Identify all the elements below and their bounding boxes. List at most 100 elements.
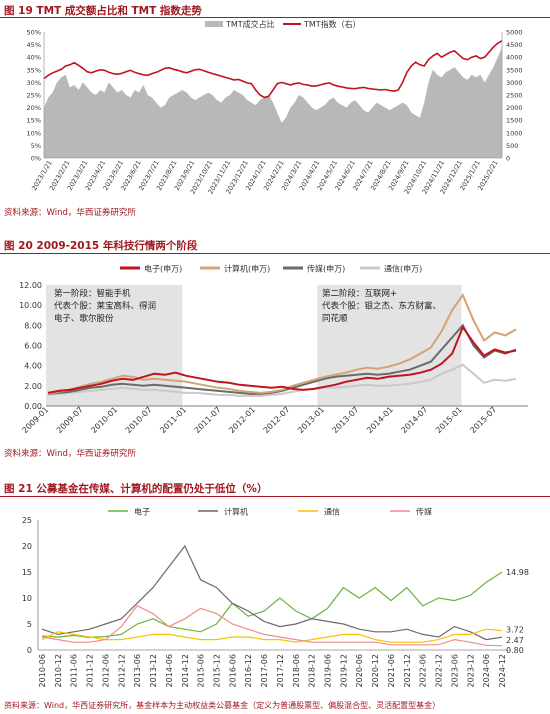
y-left-tick-label: 15% [27,117,41,125]
x-tick-label: 2017-12 [276,654,285,687]
y-tick-label: 0.00 [24,402,42,411]
y-left-tick-label: 0% [31,155,41,163]
phase-2-annotation: 同花顺 [322,313,348,324]
end-value-label: 2.47 [506,636,524,645]
x-tick-label: 2011-06 [70,654,79,687]
x-tick-label: 2010-12 [54,654,63,687]
legend-label-1: 计算机 [224,507,248,517]
y-tick-label: 4.00 [24,362,42,371]
figure-21-source: 资料来源：Wind，华西证券研究所，基金样本为主动权益类公募基金（定义为普通股票… [4,701,441,710]
y-right-tick-label: 2000 [506,104,523,112]
y-left-tick-label: 35% [27,66,41,74]
y-left-tick-label: 50% [27,29,41,37]
figure-19-title: 图 19 TMT 成交额占比和 TMT 指数走势 [4,5,202,17]
x-tick-label: 2011-01 [158,405,188,435]
x-tick-label: 2022-12 [435,654,444,687]
y-tick-label: 25 [22,516,32,525]
y-tick-label: 6.00 [24,342,42,351]
end-value-label: 0.80 [506,646,524,655]
phase-2-annotation: 代表个股：银之杰、东方财富、 [322,301,441,312]
x-tick-label: 2015-01 [434,405,464,435]
x-tick-label: 2021-12 [403,654,412,687]
x-tick-label: 2018-12 [308,654,317,687]
y-left-tick-label: 40% [27,54,41,62]
legend-label-0: 电子(申万) [144,264,182,274]
x-tick-label: 2015-06 [197,654,206,687]
figure-20-title: 图 20 2009-2015 年科技行情两个阶段 [4,240,198,252]
x-tick-label: 2011-07 [193,405,223,435]
phase-1-annotation: 第一阶段：智能手机 [54,288,131,299]
x-tick-label: 2023-06 [450,654,459,687]
x-tick-label: 2012-01 [227,405,257,435]
y-right-tick-label: 4500 [506,41,523,49]
figure-19-source: 资料来源：Wind，华西证券研究所 [4,208,136,218]
x-tick-label: 2015-12 [212,654,221,687]
figure-20-title-rule [0,253,550,254]
x-tick-label: 2013-01 [296,405,326,435]
legend-label-index: TMT指数（右） [303,19,361,29]
series-area-tmt-share [44,47,502,158]
x-tick-label: 2014-07 [399,405,429,435]
y-right-tick-label: 3500 [506,66,523,74]
end-value-label: 3.72 [506,626,524,635]
legend-swatch-share [205,21,223,27]
legend-label-0: 电子 [134,507,150,517]
x-tick-label: 2014-01 [365,405,395,435]
y-left-tick-label: 25% [27,92,41,100]
figure-19-title-rule [0,17,550,18]
x-tick-label: 2010-07 [124,405,154,435]
series-line-1 [41,544,503,641]
y-left-tick-label: 10% [27,129,41,137]
x-tick-label: 2022-06 [419,654,428,687]
y-tick-label: 10 [22,594,32,603]
end-value-label: 14.98 [506,568,529,577]
figure-19-chart: TMT成交占比 TMT指数（右） 0% 5% 10% 15% 20% 25% 30% 35% 40%… [27,19,523,195]
figure-21-chart: 电子 计算机 通信 传媒 0 5 10 15 20 25 14.98 3.722.470.80 2010… [22,507,529,688]
y-right-tick-label: 0 [506,155,510,163]
y-tick-label: 0 [27,646,32,655]
y-tick-label: 20 [22,542,32,551]
figure-20-source: 资料来源：Wind，华西证券研究所 [4,449,136,459]
x-tick-label: 2020-06 [355,654,364,687]
y-left-tick-label: 45% [27,41,41,49]
y-tick-label: 8.00 [24,321,42,330]
y-right-tick-label: 3000 [506,79,523,87]
figure-20-chart: 电子(申万) 计算机(申万) 传媒(申万) 通信(申万) 0.00 2.00 4.00 6.0… [19,264,528,435]
y-right-tick-label: 5000 [506,29,523,37]
x-tick-label: 2016-06 [228,654,237,687]
x-tick-label: 2012-07 [262,405,292,435]
x-tick-label: 2009-07 [55,405,85,435]
x-tick-label: 2016-12 [244,654,253,687]
series-line-2 [41,628,503,643]
series-line-0 [47,325,517,394]
x-tick-label: 2013-12 [149,654,158,687]
x-tick-label: 2015-07 [468,405,498,435]
phase-1-annotation: 代表个股：莱宝高科、得润 [54,301,156,312]
phase-2-annotation: 第二阶段：互联网+ [322,288,397,299]
y-tick-label: 10.00 [19,301,42,310]
x-tick-label: 2020-12 [371,654,380,687]
y-right-tick-label: 4000 [506,54,523,62]
figure-21-title: 图 21 公募基金在传媒、计算机的配置仍处于低位（%） [4,483,268,495]
figure-21-title-rule [0,496,550,497]
legend-label-2: 通信 [324,507,340,517]
x-tick-label: 2014-12 [181,654,190,687]
y-tick-label: 5 [27,620,32,629]
x-tick-label: 2012-12 [117,654,126,687]
legend-label-1: 计算机(申万) [224,264,270,274]
x-tick-label: 2019-06 [324,654,333,687]
x-tick-label: 2018-06 [292,654,301,687]
y-tick-label: 12.00 [19,281,42,290]
x-tick-label: 2010-01 [89,405,119,435]
y-tick-label: 2.00 [24,382,42,391]
phase-1-annotation: 电子、歌尔股份 [54,313,114,324]
y-left-tick-label: 20% [27,104,41,112]
legend-label-3: 通信(申万) [384,264,422,274]
x-tick-label: 2019-12 [339,654,348,687]
series-line-3 [47,363,517,397]
y-right-tick-label: 1000 [506,129,523,137]
x-tick-label: 2014-06 [165,654,174,687]
y-right-tick-label: 1500 [506,117,523,125]
x-tick-label: 2024-12 [498,654,507,687]
x-tick-label: 2010-06 [38,654,47,687]
